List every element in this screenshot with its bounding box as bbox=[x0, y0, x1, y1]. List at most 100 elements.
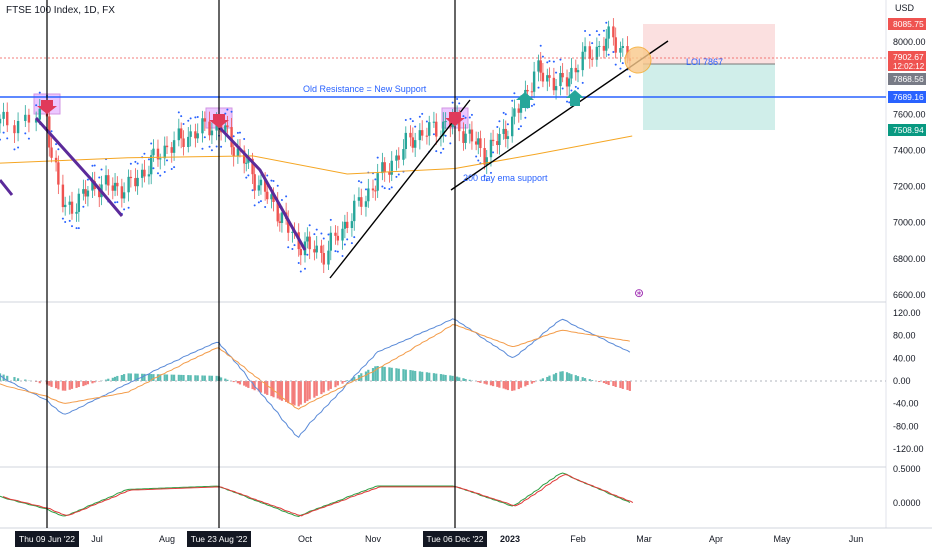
candle-body bbox=[70, 201, 74, 214]
sar-dot bbox=[524, 116, 527, 119]
sar-dot bbox=[435, 150, 438, 153]
candle-body bbox=[163, 145, 166, 159]
date-marker-tag bbox=[15, 531, 79, 547]
sar-dot bbox=[272, 179, 275, 182]
sar-dot bbox=[621, 62, 624, 65]
histogram-bar bbox=[320, 381, 323, 395]
candle-body bbox=[442, 121, 445, 137]
histogram-bar bbox=[299, 381, 302, 405]
candle-body bbox=[327, 250, 330, 265]
sar-dot bbox=[404, 119, 407, 122]
histogram-bar bbox=[559, 371, 562, 381]
stoch-d-line bbox=[2, 473, 634, 517]
candle-body bbox=[539, 60, 542, 73]
sar-dot bbox=[285, 195, 288, 198]
histogram-bar bbox=[409, 370, 412, 381]
candle-body bbox=[259, 179, 263, 186]
candle-body bbox=[226, 125, 229, 128]
candle-body bbox=[86, 190, 90, 197]
sar-dot bbox=[346, 238, 349, 241]
histogram-bar bbox=[376, 365, 379, 381]
sar-dot bbox=[388, 187, 391, 190]
sar-dot bbox=[570, 89, 573, 92]
candle-body bbox=[270, 194, 273, 200]
histogram-bar bbox=[75, 381, 78, 388]
histogram-bar bbox=[165, 374, 169, 381]
sar-dot bbox=[180, 115, 183, 118]
candle-body bbox=[329, 232, 332, 251]
candle-body bbox=[189, 131, 192, 137]
histogram-bar bbox=[182, 374, 185, 381]
sar-dot bbox=[266, 174, 269, 177]
sar-dot bbox=[116, 201, 119, 204]
macd-tick-label: 120.00 bbox=[893, 308, 921, 318]
candle-body bbox=[376, 173, 379, 191]
wedge-line bbox=[218, 126, 307, 251]
sar-dot bbox=[496, 125, 499, 128]
sar-dot bbox=[236, 131, 239, 134]
price-tag bbox=[888, 18, 926, 30]
histogram-bar bbox=[346, 380, 349, 381]
histogram-bar bbox=[215, 375, 218, 381]
histogram-bar bbox=[210, 375, 214, 381]
candle-body bbox=[170, 147, 173, 153]
candle-body bbox=[590, 58, 594, 60]
histogram-bar bbox=[464, 378, 467, 381]
candle-body bbox=[435, 121, 438, 137]
sar-dot bbox=[196, 116, 199, 119]
candle-body bbox=[502, 128, 505, 134]
histogram-bar bbox=[496, 381, 499, 387]
candle-body bbox=[479, 138, 482, 149]
candle-body bbox=[489, 139, 493, 158]
histogram-bar bbox=[418, 371, 421, 381]
histogram-bar bbox=[0, 373, 2, 381]
candle-body bbox=[149, 155, 153, 175]
sar-dot bbox=[517, 128, 520, 131]
sar-dot bbox=[247, 174, 250, 177]
sar-dot bbox=[306, 253, 309, 256]
histogram-bar bbox=[232, 381, 235, 383]
candle-body bbox=[483, 148, 486, 165]
currency-label: USD bbox=[894, 3, 914, 13]
date-marker-label: Tue 06 Dec '22 bbox=[426, 534, 483, 544]
histogram-bar bbox=[291, 381, 294, 405]
histogram-bar bbox=[251, 381, 254, 390]
histogram-bar bbox=[402, 369, 405, 381]
sar-dot bbox=[208, 145, 211, 148]
sar-dot bbox=[546, 61, 549, 64]
sar-dot bbox=[577, 87, 579, 90]
sar-dot bbox=[297, 262, 300, 265]
sar-dot bbox=[136, 162, 139, 165]
histogram-bar bbox=[456, 376, 459, 381]
sar-dot bbox=[552, 60, 555, 63]
candle-body bbox=[236, 148, 240, 157]
sar-dot bbox=[411, 120, 414, 123]
histogram-bar bbox=[554, 372, 558, 381]
price-axis: 8000.007800.007600.007400.007200.007000.… bbox=[893, 37, 926, 508]
histogram-bar bbox=[327, 381, 330, 391]
sar-dot bbox=[166, 159, 168, 162]
sar-dot bbox=[276, 184, 279, 187]
sar-dot bbox=[607, 53, 610, 56]
candle-body bbox=[510, 116, 514, 137]
histogram-bar bbox=[280, 381, 284, 401]
sar-dot bbox=[38, 91, 41, 94]
candle-body bbox=[111, 185, 115, 191]
histogram-bar bbox=[16, 378, 20, 381]
histogram-bar bbox=[451, 375, 454, 381]
histogram-bar bbox=[626, 381, 629, 390]
candle-body bbox=[583, 46, 587, 52]
candle-body bbox=[364, 201, 368, 207]
histogram-bar bbox=[519, 381, 523, 388]
sar-dot bbox=[291, 247, 294, 250]
histogram-bar bbox=[259, 381, 263, 393]
sar-dot bbox=[194, 116, 197, 119]
histogram-bar bbox=[390, 367, 393, 381]
histogram-bar bbox=[6, 375, 9, 381]
candle-body bbox=[621, 46, 624, 48]
candle-body bbox=[413, 140, 417, 148]
alert-icon[interactable]: ⊛ bbox=[634, 286, 644, 300]
candle-body bbox=[554, 86, 558, 91]
sar-dot bbox=[418, 115, 421, 118]
